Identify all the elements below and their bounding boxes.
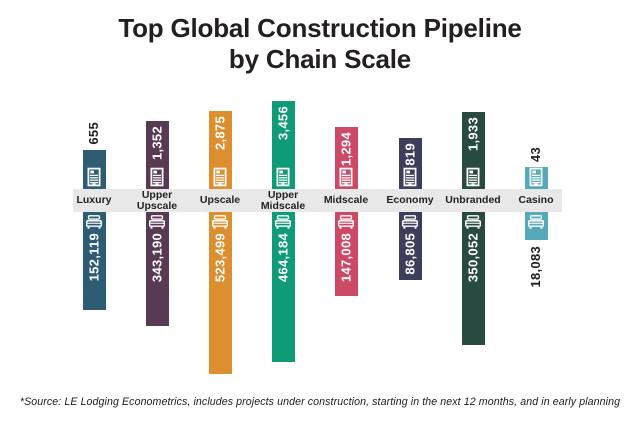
building-icon-wrap-luxury — [86, 167, 102, 187]
category-label-casino: Casino — [518, 194, 554, 207]
projects-value-casino: 43 — [528, 146, 543, 162]
bed-icon — [85, 215, 103, 229]
category-label-midscale: Midscale — [323, 194, 369, 207]
bed-icon-wrap-casino — [527, 215, 545, 229]
rooms-value-luxury: 152,119 — [86, 233, 102, 282]
rooms-value-upper-midscale: 464,184 — [275, 233, 291, 283]
category-label-economy: Economy — [386, 194, 434, 207]
chart-title-line1: Top Global Construction Pipeline — [118, 13, 522, 43]
projects-value-economy: 819 — [402, 143, 418, 166]
projects-value-luxury: 655 — [86, 122, 101, 145]
building-icon — [213, 167, 227, 187]
building-icon-wrap-economy — [402, 167, 418, 187]
bar-projects-luxury — [82, 150, 106, 189]
projects-value-midscale: 1,294 — [338, 132, 354, 167]
building-icon-wrap-upper-upscale — [149, 167, 165, 187]
bar-projects-casino — [524, 167, 548, 189]
bed-icon-wrap-unbranded — [464, 215, 482, 229]
category-label-upper-midscale: Upper Midscale — [260, 188, 306, 212]
building-icon-wrap-casino — [528, 167, 544, 187]
bed-icon — [274, 215, 292, 229]
bed-icon — [401, 215, 419, 229]
bar-projects-midscale: 1,294 — [334, 127, 358, 189]
projects-value-upper-midscale: 3,456 — [275, 106, 291, 141]
bed-icon-wrap-upper-upscale — [148, 215, 166, 229]
bar-projects-upper-midscale: 3,456 — [271, 101, 295, 189]
building-icon — [150, 167, 164, 187]
bed-icon — [464, 215, 482, 229]
projects-value-unbranded: 1,933 — [465, 117, 481, 152]
bar-projects-upscale: 2,875 — [208, 111, 232, 189]
rooms-value-casino: 18,083 — [528, 246, 543, 288]
building-icon — [87, 167, 101, 187]
source-note: *Source: LE Lodging Econometrics, includ… — [19, 396, 621, 408]
bar-rooms-economy: 86,805 — [398, 212, 422, 280]
projects-value-upper-upscale: 1,352 — [149, 126, 165, 161]
rooms-value-upscale: 523,499 — [212, 233, 228, 283]
bed-icon-wrap-upscale — [211, 215, 229, 229]
rooms-value-economy: 86,805 — [402, 233, 418, 275]
chart-title: Top Global Construction Pipeline by Chai… — [0, 13, 640, 75]
bar-projects-unbranded: 1,933 — [461, 112, 485, 189]
building-icon — [403, 167, 417, 187]
bed-icon-wrap-upper-midscale — [274, 215, 292, 229]
chart-title-line2: by Chain Scale — [228, 44, 412, 75]
rooms-value-upper-upscale: 343,190 — [149, 233, 165, 283]
category-label-luxury: Luxury — [76, 194, 112, 207]
bed-icon-wrap-luxury — [85, 215, 103, 229]
projects-value-upscale: 2,875 — [212, 116, 228, 151]
rooms-value-midscale: 147,008 — [338, 233, 354, 283]
bed-icon-wrap-midscale — [337, 215, 355, 229]
bed-icon — [337, 215, 355, 229]
building-icon-wrap-midscale — [338, 167, 354, 187]
building-icon-wrap-unbranded — [465, 167, 481, 187]
building-icon-wrap-upper-midscale — [275, 167, 291, 187]
bar-rooms-midscale: 147,008 — [334, 212, 358, 296]
category-label-unbranded: Unbranded — [445, 194, 501, 207]
bed-icon — [148, 215, 166, 229]
building-icon — [276, 167, 290, 187]
category-label-upper-upscale: Upper Upscale — [136, 188, 178, 212]
building-icon-wrap-upscale — [212, 167, 228, 187]
bar-rooms-unbranded: 350,052 — [461, 212, 485, 345]
bed-icon — [211, 215, 229, 229]
bar-rooms-casino — [524, 212, 548, 240]
building-icon — [466, 167, 480, 187]
bar-rooms-upper-midscale: 464,184 — [271, 212, 295, 362]
bed-icon-wrap-economy — [401, 215, 419, 229]
building-icon — [339, 167, 353, 187]
bar-rooms-upper-upscale: 343,190 — [145, 212, 169, 326]
category-band — [73, 189, 562, 212]
category-label-upscale: Upscale — [199, 194, 241, 207]
bed-icon — [527, 215, 545, 229]
rooms-value-unbranded: 350,052 — [465, 233, 481, 283]
bar-rooms-upscale: 523,499 — [208, 212, 232, 374]
bar-projects-economy: 819 — [398, 138, 422, 189]
bar-projects-upper-upscale: 1,352 — [145, 121, 169, 189]
bar-rooms-luxury: 152,119 — [82, 212, 106, 310]
building-icon — [529, 167, 543, 187]
